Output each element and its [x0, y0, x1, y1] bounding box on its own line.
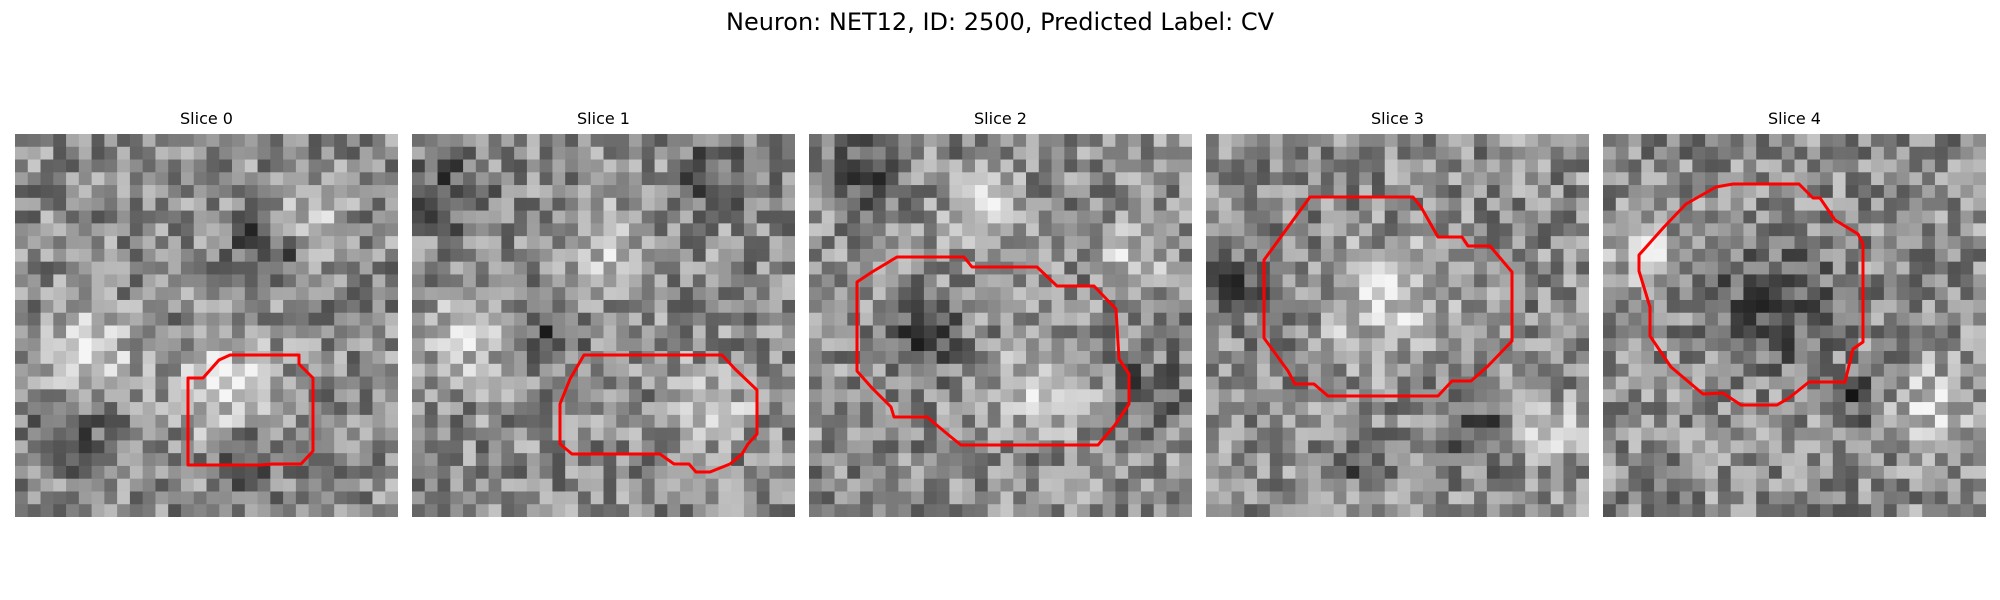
contour-outline-4	[1637, 182, 1865, 407]
slice-panel-0: Slice 0	[15, 108, 398, 517]
grayscale-pixels-2	[809, 134, 1192, 517]
contour-outline-2	[855, 255, 1131, 447]
slice-panel-1: Slice 1	[412, 108, 795, 517]
slice-image-1	[412, 134, 795, 517]
slice-panel-3: Slice 3	[1206, 108, 1589, 517]
slice-title-0: Slice 0	[180, 109, 233, 128]
slice-title-2: Slice 2	[974, 109, 1027, 128]
contour-outline-3	[1262, 195, 1514, 398]
slice-image-2	[809, 134, 1192, 517]
slice-image-3	[1206, 134, 1589, 517]
grayscale-pixels-0	[15, 134, 398, 517]
slice-image-4	[1603, 134, 1986, 517]
slice-image-0	[15, 134, 398, 517]
contour-outline-0	[186, 353, 315, 467]
slice-title-3: Slice 3	[1371, 109, 1424, 128]
slice-title-1: Slice 1	[577, 109, 630, 128]
grayscale-pixels-4	[1603, 134, 1986, 517]
grayscale-pixels-3	[1206, 134, 1589, 517]
slice-panel-4: Slice 4	[1603, 108, 1986, 517]
slice-title-4: Slice 4	[1768, 109, 1821, 128]
slice-panel-2: Slice 2	[809, 108, 1192, 517]
grayscale-pixels-1	[412, 134, 795, 517]
figure-title: Neuron: NET12, ID: 2500, Predicted Label…	[726, 8, 1274, 36]
contour-outline-1	[558, 353, 759, 474]
